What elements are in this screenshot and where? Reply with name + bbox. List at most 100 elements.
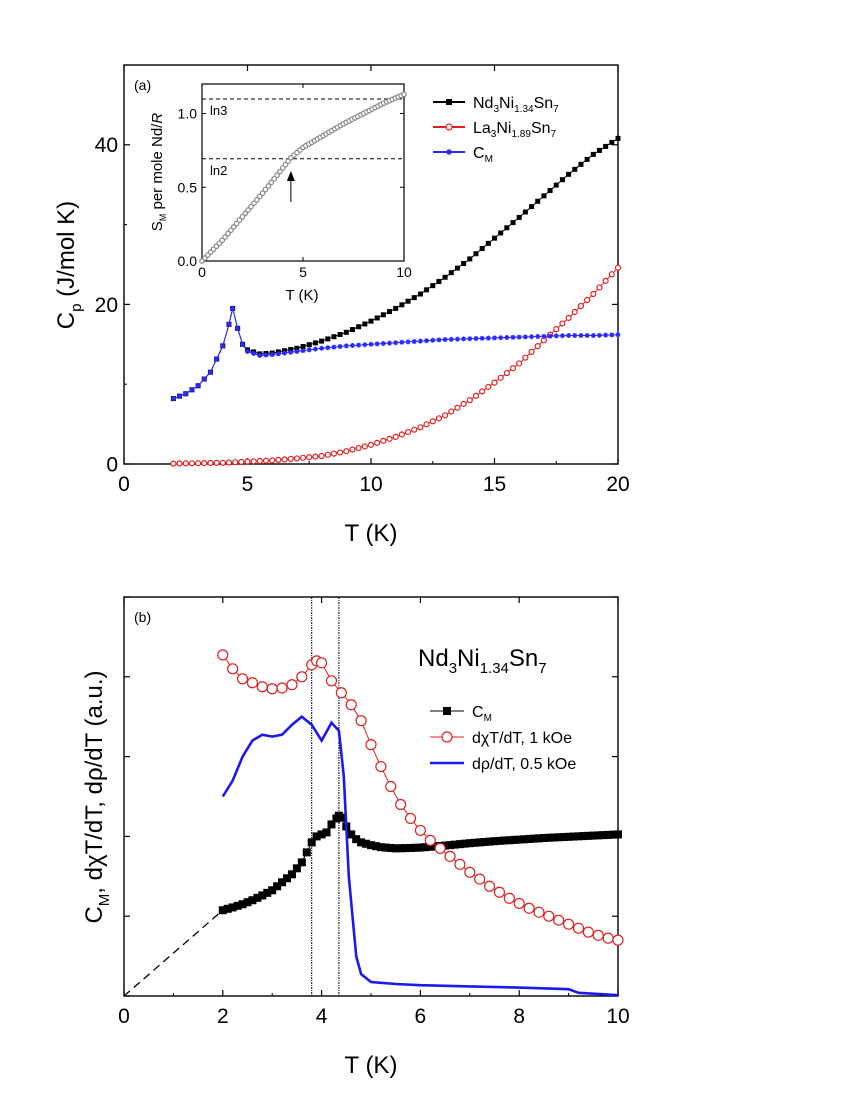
a-series-1-point [318,452,325,460]
b-series-1-point [246,677,259,689]
a-series-1-point [207,459,214,467]
inset-point [225,230,231,237]
a-series-2-point [257,352,263,358]
a-series-1-point [472,392,480,399]
b-extrapolation-line [123,909,224,997]
inset-point [274,172,280,179]
a-series-2-point [189,387,195,393]
a-series-2-point [393,340,399,346]
b-series-1-point [523,902,535,914]
b-x-axis-label: T (K) [345,1052,398,1079]
b-series-1-point [572,922,585,934]
inset-ref-label: ln2 [210,163,227,178]
a-series-1-point [188,460,196,467]
a-series-0-point [615,135,621,141]
b-compound-annotation-part: 7 [538,660,546,677]
a-series-2-point [368,341,374,347]
a-series-0-point [473,251,479,257]
a-series-1-point [244,458,251,465]
a-series-1-point [380,437,387,444]
a-series-2-point [207,369,213,375]
a-series-0-point [603,143,609,149]
b-series-0-point [465,839,474,848]
b-series-1-point [375,760,387,773]
b-series-0-point [599,831,608,840]
a-series-2-line [173,308,619,400]
inset-point [265,183,272,189]
a-series-0-point [547,187,553,193]
a-series-1-point [522,354,529,361]
a-series-0-point [405,298,411,304]
a-series-2-point [362,342,368,348]
a-legend-label-part: La [473,120,491,137]
a-series-1-point [429,418,436,425]
b-series-0-point [223,904,232,913]
b-series-0-point [520,835,529,844]
b-series-0-point [292,864,301,873]
b-series-0-point [367,841,375,850]
b-series-0-point [391,844,400,853]
a-series-2-point [177,393,183,399]
a-series-0-point [331,334,337,340]
a-series-1-point [577,302,585,310]
inset-point [219,237,226,244]
a-series-1-point [466,397,473,404]
b-axis-x-tick-label: 2 [217,1005,229,1028]
a-series-0-point [572,166,578,172]
b-series-1-point [464,866,476,878]
a-series-0-point [492,235,497,241]
b-series-0-point [549,833,558,842]
a-series-1-point [281,456,288,463]
a-series-0-point [288,346,294,352]
a-series-1-point [312,453,319,460]
a-series-1-point [417,424,424,431]
b-series-0-point [515,835,524,844]
inset-point [245,207,252,213]
a-series-2-point [230,305,236,311]
b-series-0-point [559,833,568,842]
a-series-1-point [392,433,399,440]
a-series-2-point [343,343,349,349]
a-series-2-point [559,333,565,339]
b-series-0-point [396,844,405,853]
b-series-0-point [228,903,237,912]
b-series-0-point [248,896,257,905]
b-series-0-point [554,833,563,842]
b-series-0-point [574,832,583,841]
a-series-2-point [510,334,516,340]
b-series-1-point [434,842,446,854]
b-series-0-point [530,834,539,843]
a-legend-label-part: 7 [551,129,557,140]
b-series-1-point [355,715,367,727]
a-series-2-point [240,341,246,347]
b-series-1-point [345,699,357,711]
a-series-2-point [436,337,442,343]
a-x-axis-label: T (K) [345,520,398,547]
a-series-0-point [522,209,528,215]
a-series-2-point [566,333,572,339]
a-series-0-point [294,345,300,351]
b-series-1-point [612,934,624,946]
b-y-axis-label-part: C [81,906,108,923]
a-series-0-point [312,340,318,346]
b-series-1-point [543,910,555,922]
a-series-1-point [485,383,492,391]
a-series-0-point [436,278,442,284]
a-legend-label-part: Ni [496,120,511,137]
b-series-0-point [579,832,588,841]
a-series-1-point [170,460,177,467]
inset-ref-label: ln3 [210,103,227,118]
b-axis-x-tick-label: 6 [415,1005,427,1028]
a-series-0-point [584,156,590,162]
b-series-1-point [404,812,417,825]
b-series-0-point [376,843,385,852]
a-series-0-point [448,270,454,276]
a-series-1-point [596,284,603,291]
a-series-1-point [324,451,331,458]
a-series-1-point [528,348,535,355]
a-series-2-point [226,321,232,327]
inset-point [242,210,249,217]
a-axis-x-tick-label: 0 [118,473,130,496]
a-series-1-point [306,454,313,461]
